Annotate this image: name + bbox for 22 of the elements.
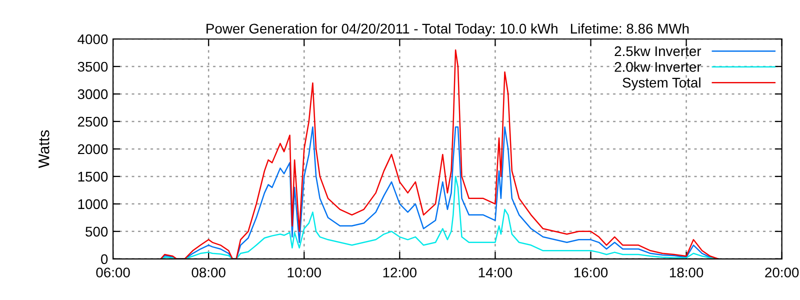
legend-label: System Total (622, 77, 700, 90)
y-tick-label: 4000 (78, 34, 108, 44)
x-tick-label: 20:00 (765, 268, 799, 278)
y-tick-label: 500 (86, 226, 108, 237)
x-tick-label: 08:00 (192, 268, 226, 278)
y-tick-label: 3000 (78, 89, 108, 100)
x-tick-label: 14:00 (478, 268, 512, 278)
x-tick-label: 12:00 (383, 268, 417, 278)
x-tick-label: 10:00 (288, 268, 321, 278)
chart-title: Power Generation for 04/20/2011 - Total Today: 10.0 kWh Lifetime: 8.86 MWh (206, 23, 689, 36)
legend-label: 2.0kw Inverter (614, 62, 702, 72)
y-tick-label: 0 (101, 254, 108, 264)
y-tick-label: 1000 (78, 199, 108, 210)
y-tick-label: 1500 (78, 172, 108, 182)
y-tick-label: 3500 (78, 62, 108, 72)
x-tick-label: 18:00 (670, 268, 704, 278)
x-tick-label: 06:00 (96, 268, 130, 278)
y-tick-label: 2000 (78, 144, 108, 154)
y-tick-label: 2500 (78, 116, 108, 127)
x-tick-label: 16:00 (574, 268, 608, 278)
legend-label: 2.5kw Inverter (614, 46, 702, 56)
y-axis-title: Watts (38, 130, 50, 168)
